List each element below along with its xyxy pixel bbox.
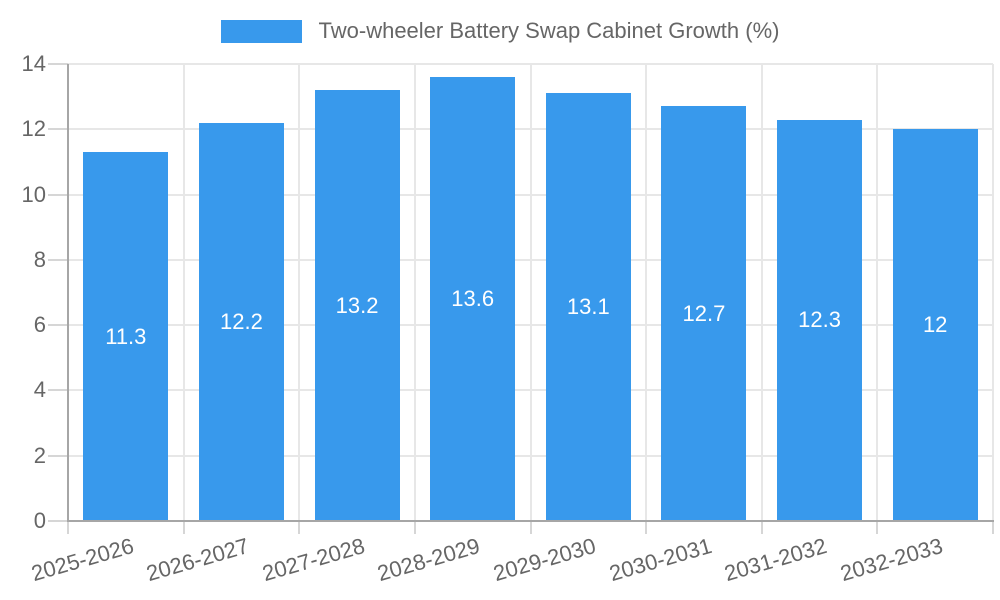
x-axis-tick-label: 2031-2032: [721, 533, 830, 587]
y-axis-tick-label: 12: [21, 116, 46, 142]
x-tick: [529, 522, 532, 534]
x-axis-tick-label: 2027-2028: [259, 533, 368, 587]
x-tick: [182, 522, 185, 534]
y-tick: [48, 193, 68, 196]
v-gridline: [645, 64, 648, 521]
v-gridline: [298, 64, 301, 521]
x-tick: [298, 522, 301, 534]
v-gridline: [413, 64, 416, 521]
bar-value-label: 13.6: [451, 286, 495, 312]
bar[interactable]: 13.1: [545, 93, 631, 521]
y-axis-tick-label: 6: [33, 312, 46, 338]
v-gridline: [992, 64, 994, 521]
legend-label: Two-wheeler Battery Swap Cabinet Growth …: [318, 18, 780, 43]
plot-area: 0 2 4 6 8 10 12 14 11.3 12.2 13.2 13.6 13.1 12.7 12.3 1…: [22, 53, 994, 586]
bar-value-label: 12.7: [682, 300, 726, 326]
bar[interactable]: 12.2: [198, 122, 284, 521]
y-axis-tick-label: 2: [33, 442, 46, 468]
bar[interactable]: 13.6: [430, 77, 516, 521]
bar-value-label: 12.2: [220, 308, 263, 334]
y-tick: [48, 63, 68, 65]
x-axis-tick-label: 2028-2029: [374, 533, 484, 587]
x-axis-tick-label: 2030-2031: [606, 533, 715, 587]
v-gridline: [182, 64, 185, 521]
y-tick: [48, 454, 68, 457]
x-tick: [67, 522, 69, 534]
bar-value-label: 12: [922, 312, 948, 338]
x-axis-tick-label: 2025-2026: [28, 533, 137, 587]
x-axis-line: [67, 520, 994, 522]
bar-value-label: 11.3: [105, 323, 147, 349]
bar-value-label: 12.3: [798, 307, 841, 333]
legend[interactable]: Two-wheeler Battery Swap Cabinet Growth …: [0, 17, 1000, 45]
y-tick: [48, 324, 68, 327]
x-tick: [645, 522, 648, 534]
legend-swatch: [220, 19, 302, 43]
x-tick: [992, 522, 994, 534]
bar-value-label: 13.1: [566, 294, 610, 320]
y-tick: [48, 520, 68, 522]
y-axis-tick-label: 10: [21, 181, 46, 207]
v-gridline: [529, 64, 532, 521]
y-tick: [48, 258, 68, 261]
x-axis-tick-label: 2026-2027: [143, 533, 252, 587]
v-gridline: [876, 64, 879, 521]
y-axis-line: [67, 64, 69, 521]
x-axis-tick-label: 2032-2033: [837, 533, 946, 587]
bar[interactable]: 11.3: [83, 152, 169, 521]
bar-value-label: 13.2: [335, 292, 379, 318]
v-gridline: [760, 64, 763, 521]
y-axis-tick-label: 8: [33, 246, 46, 272]
bar[interactable]: 12.3: [777, 119, 863, 521]
y-axis-tick-label: 14: [21, 51, 46, 76]
bar[interactable]: 12.7: [661, 106, 747, 521]
x-axis-tick-label: 2029-2030: [490, 533, 599, 587]
y-axis-tick-label: 4: [33, 377, 46, 403]
bar[interactable]: 13.2: [314, 90, 400, 521]
x-tick: [413, 522, 416, 534]
x-tick: [760, 522, 763, 534]
y-tick: [48, 128, 68, 131]
x-tick: [876, 522, 879, 534]
y-tick: [48, 389, 68, 392]
bar[interactable]: 12: [892, 129, 978, 521]
y-axis-tick-label: 0: [33, 508, 46, 533]
